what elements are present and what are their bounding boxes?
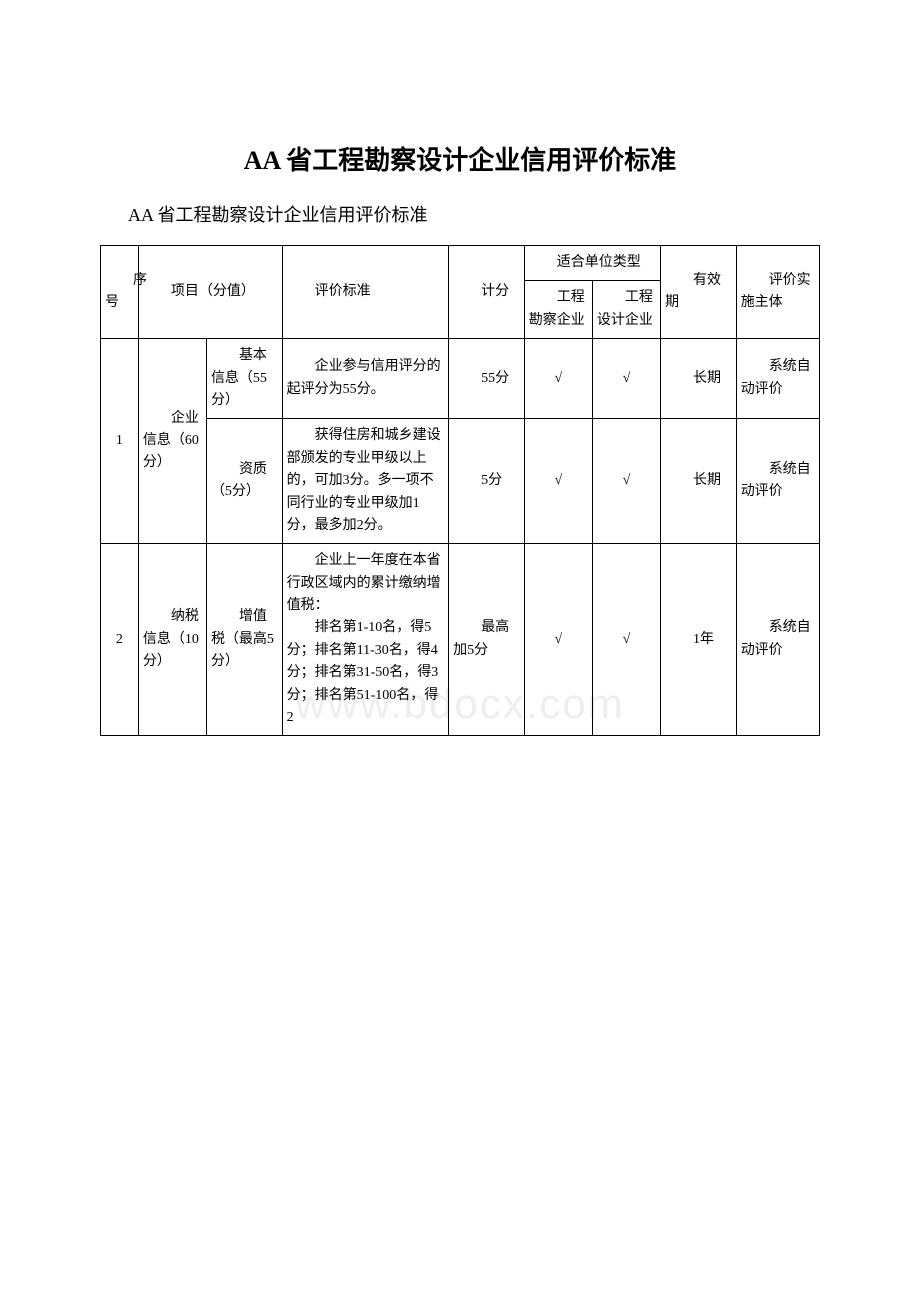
cell-standard: 企业参与信用评分的起评分为55分。	[282, 339, 449, 419]
header-validity: 有效期	[661, 246, 737, 339]
document-subtitle: AA 省工程勘察设计企业信用评价标准	[128, 201, 820, 227]
cell-category: 企业信息（60分）	[138, 339, 206, 544]
cell-standard: 企业上一年度在本省行政区域内的累计缴纳增值税： 排名第1-10名，得5分；排名第…	[282, 544, 449, 736]
cell-design: √	[592, 339, 660, 419]
cell-score: 最高加5分	[449, 544, 525, 736]
cell-sub: 基本信息（55分）	[206, 339, 282, 419]
cell-validity: 长期	[661, 339, 737, 419]
cell-design: √	[592, 544, 660, 736]
evaluation-table: 序号 项目（分值） 评价标准 计分 适合单位类型 有效期 评价实施主体 工程勘察…	[100, 245, 820, 736]
document-title: AA 省工程勘察设计企业信用评价标准	[100, 140, 820, 177]
cell-sub: 增值税（最高5分）	[206, 544, 282, 736]
cell-seq: 2	[101, 544, 139, 736]
cell-score: 55分	[449, 339, 525, 419]
header-body: 评价实施主体	[736, 246, 819, 339]
cell-body: 系统自动评价	[736, 339, 819, 419]
header-project: 项目（分值）	[138, 246, 282, 339]
cell-survey: √	[524, 339, 592, 419]
header-seq: 序号	[101, 246, 139, 339]
header-standard: 评价标准	[282, 246, 449, 339]
header-design: 工程设计企业	[592, 281, 660, 339]
cell-design: √	[592, 419, 660, 544]
table-row: 2 纳税信息（10分） 增值税（最高5分） 企业上一年度在本省行政区域内的累计缴…	[101, 544, 820, 736]
cell-body: 系统自动评价	[736, 419, 819, 544]
header-score: 计分	[449, 246, 525, 339]
cell-survey: √	[524, 544, 592, 736]
header-row-1: 序号 项目（分值） 评价标准 计分 适合单位类型 有效期 评价实施主体	[101, 246, 820, 281]
cell-score: 5分	[449, 419, 525, 544]
cell-validity: 长期	[661, 419, 737, 544]
table-row: 1 企业信息（60分） 基本信息（55分） 企业参与信用评分的起评分为55分。 …	[101, 339, 820, 419]
cell-survey: √	[524, 419, 592, 544]
header-unit-type: 适合单位类型	[524, 246, 660, 281]
cell-validity: 1年	[661, 544, 737, 736]
header-survey: 工程勘察企业	[524, 281, 592, 339]
cell-seq: 1	[101, 339, 139, 544]
table-row: 资质（5分） 获得住房和城乡建设部颁发的专业甲级以上的，可加3分。多一项不同行业…	[101, 419, 820, 544]
cell-standard: 获得住房和城乡建设部颁发的专业甲级以上的，可加3分。多一项不同行业的专业甲级加1…	[282, 419, 449, 544]
cell-category: 纳税信息（10分）	[138, 544, 206, 736]
cell-body: 系统自动评价	[736, 544, 819, 736]
cell-sub: 资质（5分）	[206, 419, 282, 544]
